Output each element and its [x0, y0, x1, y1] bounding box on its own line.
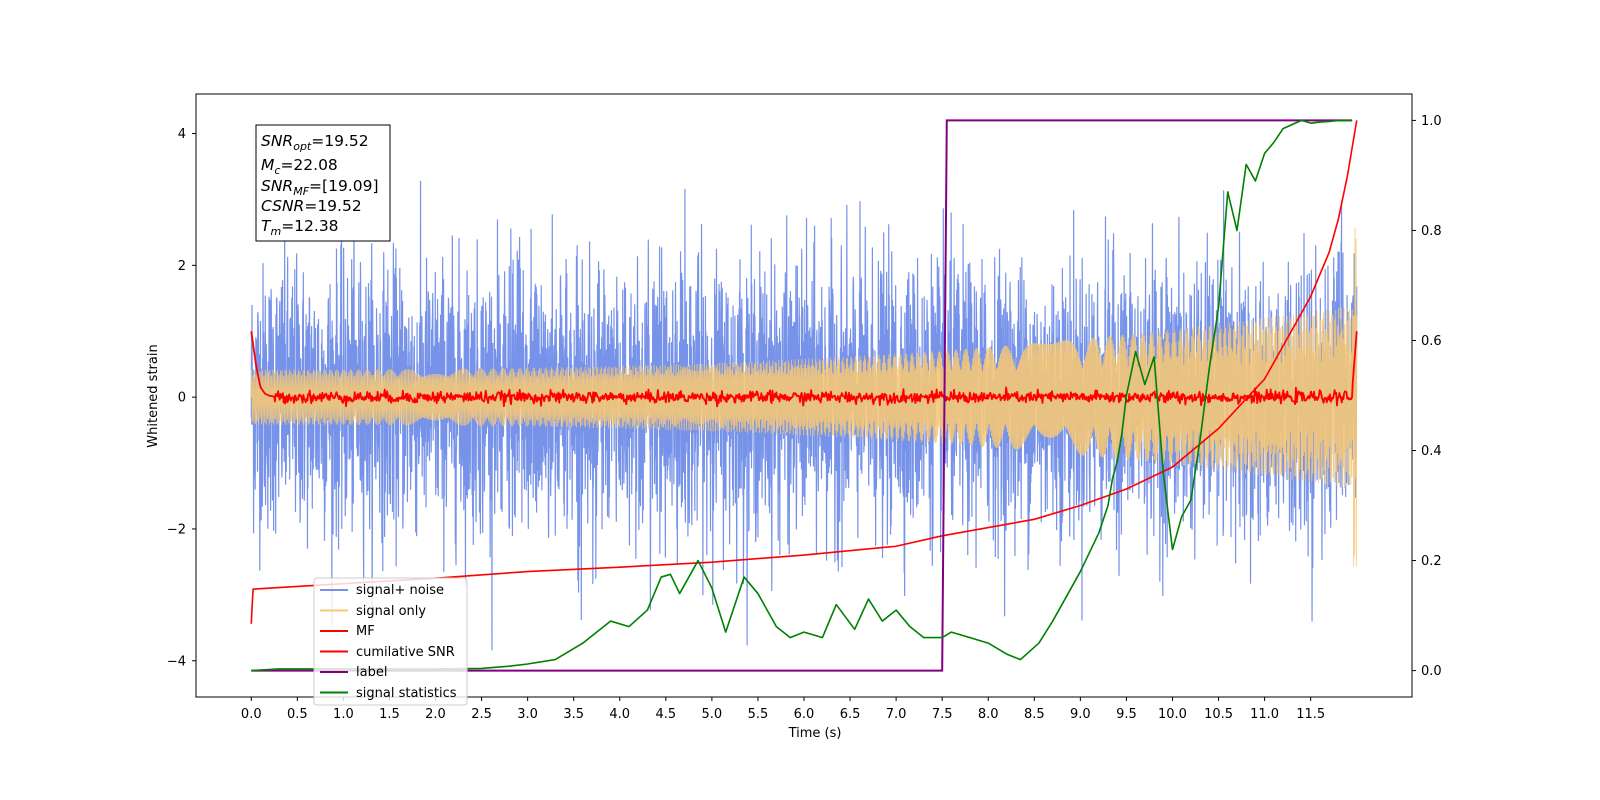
x-tick-label: 11.0 [1250, 707, 1279, 722]
x-tick-label: 8.0 [978, 707, 999, 722]
signal-statistics-line [251, 119, 1353, 672]
legend-label-signal-statistics: signal statistics [356, 686, 457, 701]
label-line [251, 119, 1353, 672]
x-tick-label: 7.5 [932, 707, 953, 722]
x-tick-label: 4.0 [609, 707, 630, 722]
x-tick-label: 1.0 [333, 707, 354, 722]
x-tick-label: 2.0 [425, 707, 446, 722]
y-axis-label: Whitened strain [146, 344, 161, 447]
right-y-tick-label: 0.2 [1421, 554, 1442, 569]
x-tick-label: 6.0 [794, 707, 815, 722]
mf-line [250, 331, 1358, 408]
x-tick-label: 9.5 [1116, 707, 1137, 722]
x-tick-label: 2.5 [471, 707, 492, 722]
x-tick-label: 9.0 [1070, 707, 1091, 722]
y-tick-label: 2 [178, 259, 186, 274]
y-axis-ticks: −4 −2 0 2 4 [167, 127, 196, 669]
y-tick-label: −4 [167, 654, 186, 669]
annotation-tm: Tm=12.38 [261, 217, 339, 238]
x-tick-label: 10.0 [1158, 707, 1187, 722]
legend-label-cumulative-snr: cumilative SNR [356, 645, 455, 660]
x-axis-label: Time (s) [788, 726, 842, 741]
right-y-tick-label: 0.4 [1421, 444, 1442, 459]
x-axis-ticks: 0.0 0.5 1.0 1.5 2.0 2.5 3.0 3.5 4.0 4.5 5.0 5.5 6.0 6… [241, 697, 1325, 722]
legend: signal+ noise signal only MF cumilative … [313, 577, 468, 706]
signal-only-line [250, 227, 1358, 567]
x-tick-label: 5.0 [702, 707, 723, 722]
legend-label-label: label [356, 665, 387, 680]
x-tick-label: 0.0 [241, 707, 262, 722]
x-tick-label: 6.5 [840, 707, 861, 722]
legend-label-mf: MF [356, 624, 375, 639]
annotation-mc: Mc=22.08 [261, 156, 338, 177]
x-tick-label: 1.5 [379, 707, 400, 722]
x-tick-label: 5.5 [748, 707, 769, 722]
x-tick-label: 4.5 [655, 707, 676, 722]
metrics-annotation-box: SNRopt=19.52 Mc=22.08 SNRMF=[19.09] CSNR… [255, 124, 391, 242]
annotation-snr-opt: SNRopt=19.52 [261, 132, 369, 153]
right-y-tick-label: 0.6 [1421, 334, 1442, 349]
right-y-tick-label: 0.8 [1421, 224, 1442, 239]
x-tick-label: 0.5 [287, 707, 308, 722]
x-tick-label: 8.5 [1024, 707, 1045, 722]
x-tick-label: 7.0 [886, 707, 907, 722]
right-y-axis-ticks: 0.0 0.2 0.4 0.6 0.8 1.0 [1412, 114, 1442, 679]
right-y-tick-label: 1.0 [1421, 114, 1442, 129]
right-y-tick-label: 0.0 [1421, 664, 1442, 679]
x-tick-label: 3.5 [563, 707, 584, 722]
x-tick-label: 10.5 [1204, 707, 1233, 722]
annotation-snr-mf: SNRMF=[19.09] [261, 177, 379, 198]
legend-label-signal-noise: signal+ noise [356, 583, 444, 598]
y-tick-label: 0 [178, 391, 186, 406]
x-tick-label: 11.5 [1296, 707, 1325, 722]
x-tick-label: 3.0 [517, 707, 538, 722]
y-tick-label: −2 [167, 522, 186, 537]
legend-label-signal-only: signal only [356, 604, 426, 619]
annotation-csnr: CSNR=19.52 [261, 197, 362, 215]
y-tick-label: 4 [178, 127, 186, 142]
